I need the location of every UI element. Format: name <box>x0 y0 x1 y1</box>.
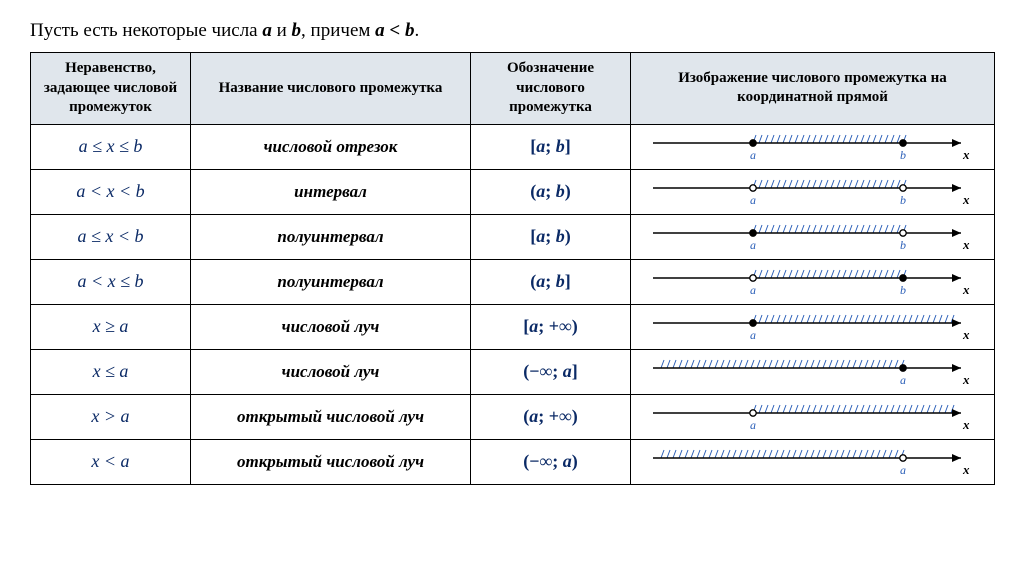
header-name: Название числового промежутка <box>191 53 471 125</box>
svg-text:b: b <box>900 283 906 297</box>
table-row: x ≥ aчисловой луч[a; +∞)ax <box>31 304 995 349</box>
intro-var-b: b <box>292 20 302 41</box>
cell-name: числовой луч <box>191 304 471 349</box>
cell-inequality: a < x ≤ b <box>31 259 191 304</box>
intro-cond2: a < b <box>375 20 414 41</box>
cell-name: открытый числовой луч <box>191 394 471 439</box>
cell-diagram: abx <box>631 169 995 214</box>
svg-text:a: a <box>900 463 906 477</box>
number-line-diagram: ax <box>643 442 983 482</box>
svg-text:a: a <box>750 283 756 297</box>
table-row: a < x < bинтервал(a; b) a b x <box>31 169 995 214</box>
table-row: x < aоткрытый числовой луч(−∞; a)ax <box>31 439 995 484</box>
cell-inequality: x ≥ a <box>31 304 191 349</box>
svg-text:a: a <box>750 238 756 252</box>
svg-text:a: a <box>900 373 906 387</box>
svg-text:b: b <box>900 238 906 252</box>
number-line-diagram: abx <box>643 262 983 302</box>
table-row: a ≤ x < bполуинтервал[a; b) a b x <box>31 214 995 259</box>
intro-mid: и <box>272 20 292 41</box>
svg-text:a: a <box>750 148 756 162</box>
number-line-diagram: ax <box>643 352 983 392</box>
header-inequality: Неравенство, задающее числовой промежуто… <box>31 53 191 125</box>
svg-text:a: a <box>750 418 756 432</box>
header-diagram: Изображение числового промежутка на коор… <box>631 53 995 125</box>
cell-inequality: x ≤ a <box>31 349 191 394</box>
cell-name: числовой луч <box>191 349 471 394</box>
cell-diagram: abx <box>631 214 995 259</box>
table-header-row: Неравенство, задающее числовой промежуто… <box>31 53 995 125</box>
header-notation: Обозначение числового промежутка <box>471 53 631 125</box>
svg-text:x: x <box>962 327 970 342</box>
cell-diagram: abx <box>631 124 995 169</box>
cell-notation: (−∞; a] <box>471 349 631 394</box>
svg-text:x: x <box>962 417 970 432</box>
table-row: x > aоткрытый числовой луч(a; +∞)ax <box>31 394 995 439</box>
cell-name: полуинтервал <box>191 214 471 259</box>
cell-name: числовой отрезок <box>191 124 471 169</box>
cell-name: полуинтервал <box>191 259 471 304</box>
number-line-diagram: abx <box>643 127 983 167</box>
intervals-table: Неравенство, задающее числовой промежуто… <box>30 52 995 485</box>
number-line-diagram: ax <box>643 397 983 437</box>
svg-text:x: x <box>962 237 970 252</box>
svg-text:a: a <box>750 193 756 207</box>
cell-name: открытый числовой луч <box>191 439 471 484</box>
cell-notation: (−∞; a) <box>471 439 631 484</box>
svg-text:b: b <box>900 148 906 162</box>
cell-diagram: ax <box>631 304 995 349</box>
intro-cond1: , причем <box>301 20 375 41</box>
intro-text: Пусть есть некоторые числа a и b, причем… <box>30 20 994 42</box>
cell-inequality: x < a <box>31 439 191 484</box>
cell-name: интервал <box>191 169 471 214</box>
cell-inequality: a ≤ x < b <box>31 214 191 259</box>
number-line-diagram: ax <box>643 307 983 347</box>
number-line-diagram: abx <box>643 172 983 212</box>
cell-diagram: ax <box>631 439 995 484</box>
intro-end: . <box>414 20 419 41</box>
cell-notation: (a; b] <box>471 259 631 304</box>
svg-text:x: x <box>962 282 970 297</box>
table-row: a ≤ x ≤ bчисловой отрезок[a; b] a b x <box>31 124 995 169</box>
cell-diagram: abx <box>631 259 995 304</box>
cell-notation: (a; +∞) <box>471 394 631 439</box>
cell-inequality: a < x < b <box>31 169 191 214</box>
number-line-diagram: abx <box>643 217 983 257</box>
table-row: x ≤ aчисловой луч(−∞; a]ax <box>31 349 995 394</box>
cell-notation: (a; b) <box>471 169 631 214</box>
intro-prefix: Пусть есть некоторые числа <box>30 20 262 41</box>
table-row: a < x ≤ bполуинтервал(a; b] a b x <box>31 259 995 304</box>
cell-notation: [a; +∞) <box>471 304 631 349</box>
svg-text:x: x <box>962 147 970 162</box>
svg-text:b: b <box>900 193 906 207</box>
cell-diagram: ax <box>631 349 995 394</box>
cell-notation: [a; b] <box>471 124 631 169</box>
svg-text:a: a <box>750 328 756 342</box>
cell-diagram: ax <box>631 394 995 439</box>
svg-text:x: x <box>962 192 970 207</box>
svg-text:x: x <box>962 372 970 387</box>
intro-var-a: a <box>262 20 272 41</box>
cell-inequality: x > a <box>31 394 191 439</box>
svg-text:x: x <box>962 462 970 477</box>
cell-inequality: a ≤ x ≤ b <box>31 124 191 169</box>
cell-notation: [a; b) <box>471 214 631 259</box>
